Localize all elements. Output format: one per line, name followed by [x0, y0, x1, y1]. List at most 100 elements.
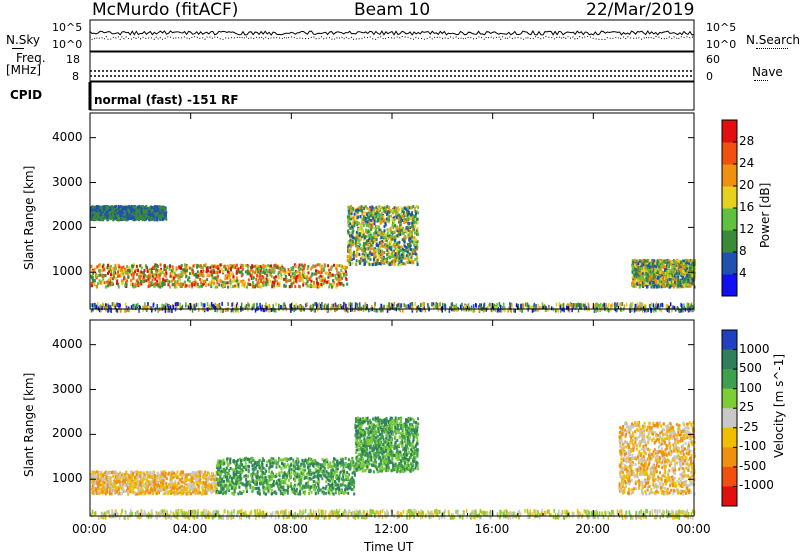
power-cell — [120, 266, 123, 270]
power-cell — [132, 306, 134, 311]
power-cell — [585, 305, 588, 310]
power-cell — [393, 222, 396, 225]
power-cell — [689, 258, 692, 262]
power-cell — [514, 308, 516, 313]
power-cell — [114, 210, 117, 214]
power-cell — [413, 206, 416, 210]
power-cell — [273, 267, 276, 271]
power-cell — [98, 270, 101, 274]
power-cell — [369, 258, 372, 261]
power-cell — [366, 222, 369, 226]
power-cell — [144, 216, 147, 220]
power-cell — [396, 252, 399, 256]
power-cell — [135, 209, 138, 212]
power-cell — [212, 265, 215, 269]
power-cell — [642, 269, 645, 273]
power-cell — [268, 308, 271, 313]
power-cell — [300, 304, 303, 309]
power-cell — [375, 242, 378, 246]
power-cell — [115, 307, 117, 312]
power-cell — [679, 309, 681, 313]
power-cell — [399, 308, 402, 313]
power-cell — [642, 263, 645, 267]
power-cell — [401, 210, 404, 213]
power-cell — [371, 262, 374, 266]
power-cell — [406, 242, 409, 246]
power-cell — [101, 274, 104, 278]
power-cell — [278, 270, 281, 274]
power-cell — [387, 251, 390, 255]
power-cell — [103, 215, 106, 219]
power-cell — [241, 267, 244, 271]
power-cell — [236, 284, 239, 288]
power-cell — [130, 214, 133, 218]
power-cell — [107, 284, 110, 288]
power-cell — [644, 266, 647, 270]
power-cell — [393, 256, 396, 260]
power-cell — [350, 212, 353, 216]
power-cell — [200, 281, 203, 285]
power-cell — [348, 231, 351, 235]
power-cell — [371, 213, 374, 217]
power-cell — [651, 274, 653, 278]
power-cell — [174, 280, 177, 284]
power-cell — [164, 308, 167, 313]
power-cell — [409, 258, 412, 262]
power-cell — [201, 266, 204, 270]
power-cell — [180, 283, 182, 287]
power-cell — [280, 264, 283, 268]
power-cell — [411, 302, 414, 307]
power-cell — [207, 274, 210, 277]
power-cell — [94, 211, 97, 215]
power-cell — [491, 308, 494, 313]
power-cell — [365, 224, 368, 227]
power-cell — [364, 242, 367, 246]
power-cell — [377, 244, 379, 247]
power-cell — [108, 206, 111, 210]
power-cell — [259, 274, 262, 278]
power-cell — [681, 275, 684, 279]
power-cell — [244, 264, 247, 267]
power-cell — [102, 212, 105, 216]
power-cell — [125, 208, 128, 212]
power-cell — [643, 283, 646, 287]
power-cell — [371, 243, 374, 247]
power-cell — [410, 221, 412, 225]
power-cell — [340, 269, 343, 272]
power-cell — [328, 273, 331, 277]
power-cell — [687, 259, 690, 263]
power-cell — [415, 228, 418, 232]
power-cell — [693, 264, 696, 268]
power-cell — [674, 261, 677, 265]
power-cell — [117, 204, 120, 208]
power-cell — [378, 214, 381, 218]
power-cell — [113, 275, 116, 279]
power-cell — [347, 205, 350, 209]
power-cell — [691, 277, 694, 281]
power-cell — [235, 263, 238, 267]
power-cell — [352, 253, 355, 257]
power-cell — [237, 281, 240, 285]
power-cell — [346, 256, 349, 260]
power-cell — [636, 279, 639, 283]
power-cell — [349, 214, 352, 218]
power-cell — [277, 282, 280, 286]
power-cell — [653, 274, 656, 278]
power-cell — [576, 304, 578, 309]
power-cell — [99, 216, 102, 220]
power-cell — [388, 246, 391, 250]
power-cell — [641, 274, 644, 278]
power-cell — [636, 277, 639, 281]
power-cell — [219, 263, 222, 267]
power-cell — [236, 279, 239, 283]
power-cell — [375, 205, 378, 209]
power-cell — [197, 274, 200, 278]
power-cell — [100, 210, 103, 214]
power-cell — [386, 205, 389, 209]
power-cell — [368, 308, 370, 313]
power-cell — [264, 264, 267, 268]
power-cell — [366, 220, 369, 224]
power-cell — [148, 218, 151, 222]
power-cell — [175, 266, 178, 270]
power-cell — [284, 270, 287, 274]
